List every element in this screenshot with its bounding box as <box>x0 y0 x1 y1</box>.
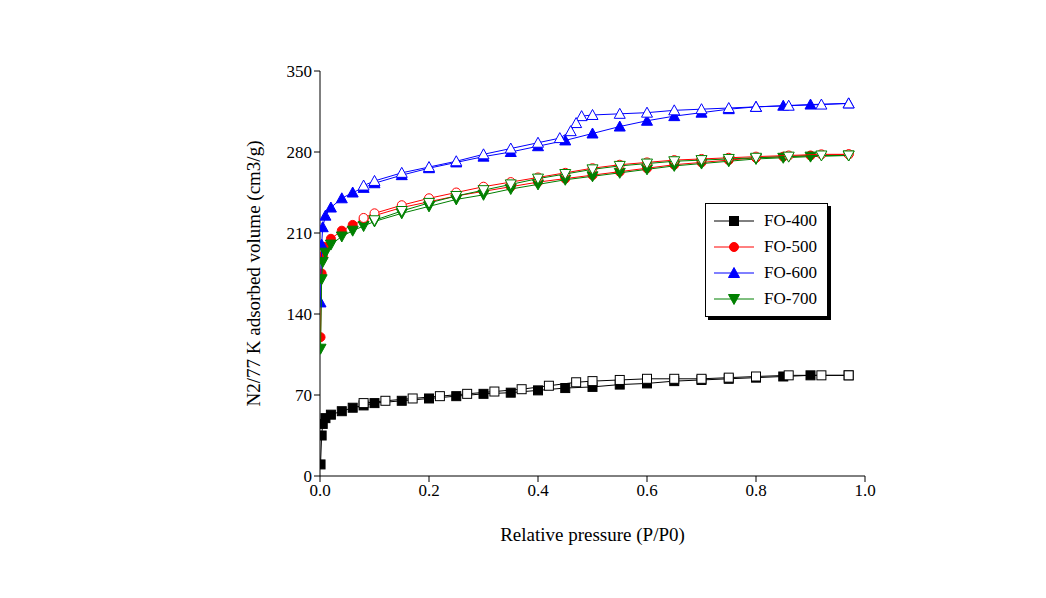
svg-text:0.0: 0.0 <box>309 481 330 500</box>
svg-text:0.8: 0.8 <box>745 481 766 500</box>
svg-text:350: 350 <box>287 62 313 81</box>
html-text:FO-500: FO-500 <box>764 237 817 256</box>
svg-text:0.2: 0.2 <box>418 481 439 500</box>
svg-text:N2/77 K adsorbed volume (cm3/g: N2/77 K adsorbed volume (cm3/g) <box>243 141 265 407</box>
svg-text:0.4: 0.4 <box>527 481 549 500</box>
svg-text:210: 210 <box>287 224 313 243</box>
svg-text:1.0: 1.0 <box>854 481 875 500</box>
svg-text:Relative pressure (P/P0): Relative pressure (P/P0) <box>500 524 685 546</box>
svg-text:0.6: 0.6 <box>636 481 657 500</box>
svg-text:280: 280 <box>287 143 313 162</box>
svg-text:140: 140 <box>287 305 313 324</box>
html-text:FO-600: FO-600 <box>764 263 817 282</box>
svg-text:70: 70 <box>295 386 312 405</box>
html-text:FO-400: FO-400 <box>764 211 817 230</box>
html-text:FO-700: FO-700 <box>764 289 817 308</box>
svg-text:0: 0 <box>304 467 313 486</box>
